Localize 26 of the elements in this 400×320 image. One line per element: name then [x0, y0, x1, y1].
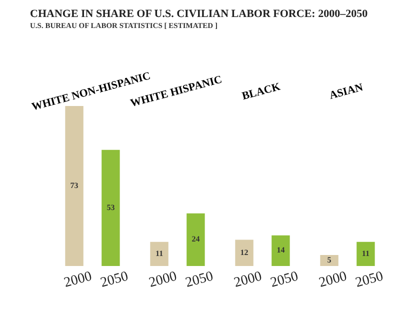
bar — [186, 213, 205, 266]
text: 2050 — [354, 269, 385, 291]
text: 2050 — [269, 269, 300, 291]
text: 2000 — [62, 269, 94, 291]
data-label: 11 — [156, 248, 164, 258]
data-label: 11 — [362, 248, 370, 258]
x-tick-label: ASIAN — [328, 81, 364, 102]
bar — [320, 255, 338, 266]
data-label: 73 — [70, 181, 78, 190]
text: 2050 — [184, 269, 215, 291]
chart-title: CHANGE IN SHARE OF U.S. CIVILIAN LABOR FORCE: 2000–2050 — [30, 8, 368, 20]
data-label: 53 — [106, 202, 115, 212]
bar — [150, 242, 168, 266]
text: 2000 — [232, 269, 264, 291]
text: 2000 — [318, 269, 349, 291]
data-label: 5 — [327, 256, 332, 265]
bar — [235, 240, 254, 266]
data-label: 12 — [240, 248, 248, 257]
data-label: 24 — [192, 234, 200, 244]
x-tick-label: BLACK — [240, 80, 282, 103]
bar — [356, 242, 375, 266]
bar — [102, 150, 120, 266]
bar — [272, 235, 290, 266]
text: 2050 — [99, 269, 130, 291]
data-label: 14 — [276, 246, 285, 255]
text: 2000 — [148, 269, 179, 291]
